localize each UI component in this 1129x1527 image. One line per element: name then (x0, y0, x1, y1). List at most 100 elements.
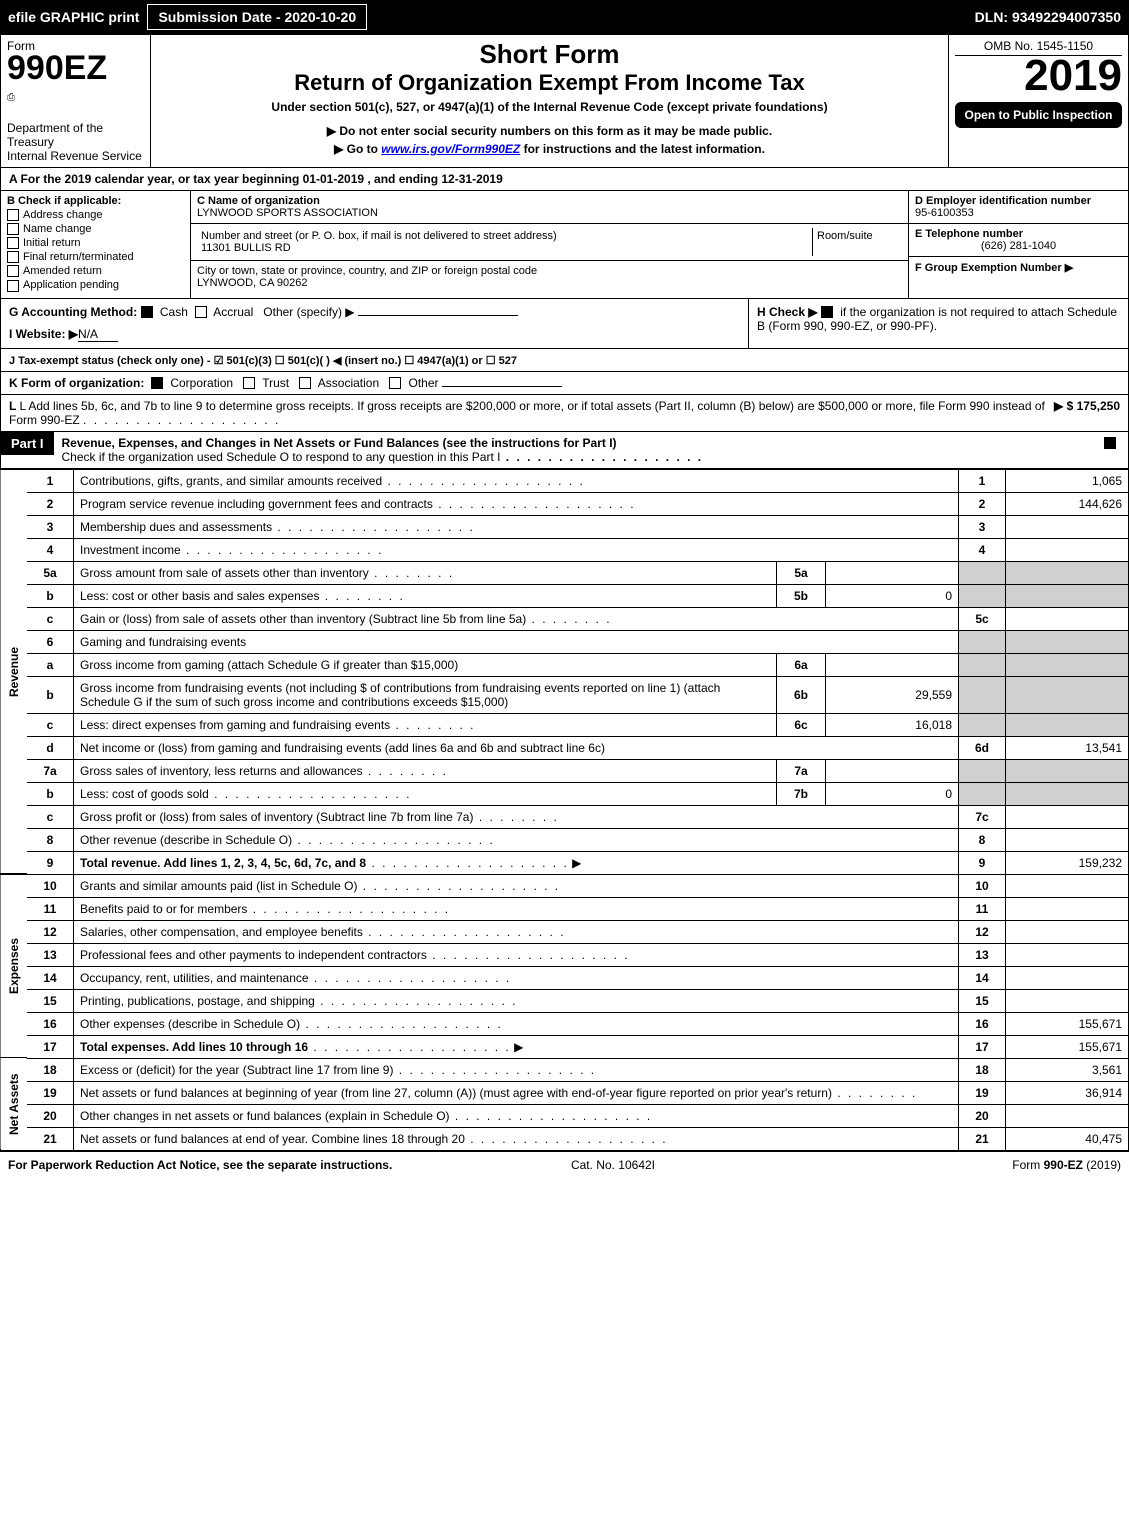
line-2-desc: Program service revenue including govern… (80, 497, 433, 511)
line-4-desc: Investment income (80, 543, 181, 557)
line-16-desc: Other expenses (describe in Schedule O) (80, 1017, 300, 1031)
line-15-num: 15 (27, 989, 74, 1012)
line-17-col: 17 (959, 1035, 1006, 1058)
section-c-name-block: C Name of organization LYNWOOD SPORTS AS… (191, 191, 908, 224)
checkbox-schedule-o[interactable] (1104, 437, 1116, 449)
short-form-title: Short Form (157, 39, 942, 70)
gh-row: G Accounting Method: Cash Accrual Other … (0, 299, 1129, 349)
ein-label: D Employer identification number (915, 195, 1091, 207)
checkbox-accrual[interactable] (195, 306, 207, 318)
checkbox-application-pending[interactable] (7, 280, 19, 292)
checkbox-final-return[interactable] (7, 251, 19, 263)
line-7a-num: 7a (27, 759, 74, 782)
line-13-desc: Professional fees and other payments to … (80, 948, 427, 962)
line-14-desc: Occupancy, rent, utilities, and maintena… (80, 971, 309, 985)
line-7b-sb: 7b (777, 782, 826, 805)
line-6-desc: Gaming and fundraising events (74, 630, 959, 653)
line-6c-grey2 (1006, 713, 1129, 736)
efile-print-label[interactable]: efile GRAPHIC print (8, 9, 139, 25)
label-other-org: Other (409, 376, 439, 390)
checkbox-assoc[interactable] (299, 377, 311, 389)
website-value: N/A (78, 327, 118, 342)
section-d-block: D Employer identification number 95-6100… (909, 191, 1128, 224)
part1-sub: Check if the organization used Schedule … (62, 450, 501, 464)
dln-label: DLN: 93492294007350 (975, 9, 1121, 25)
checkbox-h[interactable] (821, 306, 833, 318)
label-cash: Cash (160, 305, 188, 319)
line-19-val: 36,914 (1006, 1081, 1129, 1104)
line-19-num: 19 (27, 1081, 74, 1104)
top-bar: efile GRAPHIC print Submission Date - 20… (0, 0, 1129, 34)
line-6d-col: 6d (959, 736, 1006, 759)
line-16-col: 16 (959, 1012, 1006, 1035)
line-2-val: 144,626 (1006, 492, 1129, 515)
line-5a-grey1 (959, 561, 1006, 584)
page-footer: For Paperwork Reduction Act Notice, see … (0, 1151, 1129, 1178)
line-5a-num: 5a (27, 561, 74, 584)
line-6b-sb: 6b (777, 676, 826, 713)
phone-value: (626) 281-1040 (915, 240, 1122, 252)
dept-treasury: Department of the Treasury (7, 121, 144, 149)
checkbox-cash[interactable] (141, 306, 153, 318)
line-2-col: 2 (959, 492, 1006, 515)
line-17-val: 155,671 (1006, 1035, 1129, 1058)
addr-label: Number and street (or P. O. box, if mail… (201, 230, 557, 242)
org-city: LYNWOOD, CA 90262 (197, 277, 307, 289)
section-f-block: F Group Exemption Number ▶ (909, 257, 1128, 278)
line-7c-num: c (27, 805, 74, 828)
section-c-label: C Name of organization (197, 195, 320, 207)
checkbox-initial-return[interactable] (7, 237, 19, 249)
line-7b-grey1 (959, 782, 1006, 805)
line-6a-grey2 (1006, 653, 1129, 676)
header-center: Short Form Return of Organization Exempt… (151, 35, 948, 167)
line-6d-num: d (27, 736, 74, 759)
line-6b-grey1 (959, 676, 1006, 713)
line-7c-val (1006, 805, 1129, 828)
tax-exempt-status: J Tax-exempt status (check only one) - ☑… (9, 355, 517, 367)
line-20-num: 20 (27, 1104, 74, 1127)
line-5a-desc: Gross amount from sale of assets other t… (80, 566, 369, 580)
line-6b-sv: 29,559 (826, 676, 959, 713)
side-label-netassets: Net Assets (1, 1058, 28, 1150)
header-right: OMB No. 1545-1150 2019 Open to Public In… (948, 35, 1128, 167)
checkbox-amended-return[interactable] (7, 265, 19, 277)
checkbox-name-change[interactable] (7, 223, 19, 235)
part1-title: Revenue, Expenses, and Changes in Net As… (62, 436, 617, 450)
irs-label: Internal Revenue Service (7, 149, 144, 163)
line-4-num: 4 (27, 538, 74, 561)
line-7a-grey2 (1006, 759, 1129, 782)
line-3-num: 3 (27, 515, 74, 538)
line-5c-desc: Gain or (loss) from sale of assets other… (80, 612, 526, 626)
label-application-pending: Application pending (23, 279, 119, 291)
checkbox-address-change[interactable] (7, 209, 19, 221)
line-18-col: 18 (959, 1058, 1006, 1081)
line-15-col: 15 (959, 989, 1006, 1012)
line-6b-num: b (27, 676, 74, 713)
section-c-city-block: City or town, state or province, country… (191, 261, 908, 293)
irs-link[interactable]: www.irs.gov/Form990EZ (381, 142, 520, 156)
line-16-val: 155,671 (1006, 1012, 1129, 1035)
row-g: G Accounting Method: Cash Accrual Other … (1, 299, 748, 348)
line-7c-desc: Gross profit or (loss) from sales of inv… (80, 810, 473, 824)
part1-header-row: Part I Revenue, Expenses, and Changes in… (0, 432, 1129, 469)
line-10-desc: Grants and similar amounts paid (list in… (80, 879, 357, 893)
checkbox-corp[interactable] (151, 377, 163, 389)
line-15-desc: Printing, publications, postage, and shi… (80, 994, 315, 1008)
line-8-val (1006, 828, 1129, 851)
line-13-col: 13 (959, 943, 1006, 966)
line-5a-sb: 5a (777, 561, 826, 584)
line-10-num: 10 (27, 874, 74, 897)
checkbox-other-org[interactable] (389, 377, 401, 389)
row-k-label: K Form of organization: (9, 376, 144, 390)
line-9-num: 9 (27, 851, 74, 874)
line-5b-grey1 (959, 584, 1006, 607)
line-9-desc: Total revenue. Add lines 1, 2, 3, 4, 5c,… (80, 856, 366, 870)
org-address: 11301 BULLIS RD (201, 242, 291, 254)
line-14-col: 14 (959, 966, 1006, 989)
checkbox-trust[interactable] (243, 377, 255, 389)
do-not-enter-note: ▶ Do not enter social security numbers o… (157, 124, 942, 138)
line-1-val: 1,065 (1006, 469, 1129, 492)
line-20-col: 20 (959, 1104, 1006, 1127)
line-21-num: 21 (27, 1127, 74, 1150)
section-b-checkboxes: B Check if applicable: Address change Na… (1, 191, 191, 298)
